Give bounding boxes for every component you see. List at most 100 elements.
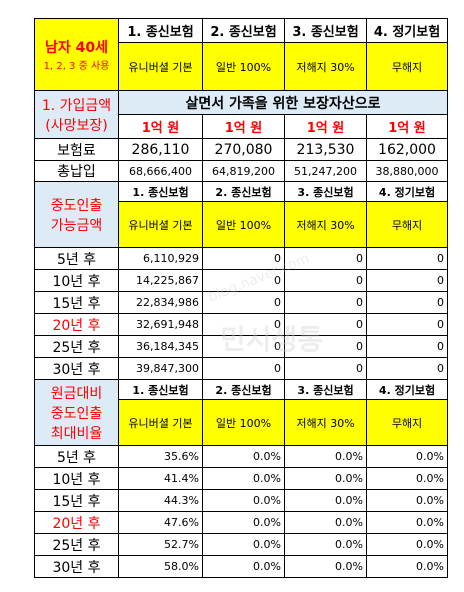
table-row: 보험료 286,110 270,080 213,530 162,000 bbox=[34, 138, 448, 161]
value: 0.0% bbox=[284, 489, 367, 512]
column-header: 3. 종신보험 bbox=[284, 18, 367, 43]
value: 0 bbox=[284, 291, 367, 314]
value: 0.0% bbox=[284, 555, 367, 578]
table-row: 20년 후 47.6% 0.0% 0.0% 0.0% bbox=[34, 511, 448, 534]
table-row: 25년 후 52.7% 0.0% 0.0% 0.0% bbox=[34, 533, 448, 556]
value: 0.0% bbox=[366, 467, 448, 490]
cell-line: 중도인출 bbox=[50, 405, 103, 422]
value: 0 bbox=[284, 313, 367, 336]
value: 0 bbox=[202, 335, 285, 358]
table-row: 5년 후 6,110,929 0 0 0 bbox=[34, 247, 448, 270]
value: 0.0% bbox=[284, 511, 367, 534]
column-header: 4. 정기보험 bbox=[366, 181, 448, 202]
value: 0 bbox=[284, 335, 367, 358]
column-header: 1. 종신보험 bbox=[118, 379, 203, 400]
type-cell: 일반 100% bbox=[202, 201, 285, 248]
row-label: 5년 후 bbox=[34, 445, 119, 468]
row-label: 15년 후 bbox=[34, 291, 119, 314]
column-header: 4. 정기보험 bbox=[366, 18, 448, 43]
value: 0 bbox=[284, 269, 367, 292]
table-row: 15년 후 44.3% 0.0% 0.0% 0.0% bbox=[34, 489, 448, 512]
value: 14,225,867 bbox=[118, 269, 203, 292]
table-row: 총납입 68,666,400 64,819,200 51,247,200 38,880,… bbox=[34, 160, 448, 182]
cell-line: 원금대비 bbox=[50, 385, 103, 402]
type-cell: 일반 100% bbox=[202, 399, 285, 446]
cell-line: 최대비율 bbox=[50, 425, 103, 442]
value: 0.0% bbox=[284, 445, 367, 468]
column-header: 3. 종신보험 bbox=[284, 379, 367, 400]
row-label: 25년 후 bbox=[34, 335, 119, 358]
value: 0 bbox=[366, 291, 448, 314]
row-label: 보험료 bbox=[34, 138, 119, 161]
value: 0.0% bbox=[366, 445, 448, 468]
value: 6,110,929 bbox=[118, 247, 203, 270]
value: 0.0% bbox=[366, 555, 448, 578]
table-row: 유니버셜 기본 일반 100% 저해지 30% 무해지 bbox=[35, 201, 448, 248]
row-label: 20년 후 bbox=[34, 511, 119, 534]
column-header: 2. 종신보험 bbox=[202, 379, 285, 400]
banner: 살면서 가족을 위한 보장자산으로 bbox=[118, 90, 448, 115]
value: 0 bbox=[366, 357, 448, 380]
value: 52.7% bbox=[118, 533, 203, 556]
row-label: 25년 후 bbox=[34, 533, 119, 556]
value: 0.0% bbox=[202, 445, 285, 468]
value: 0 bbox=[202, 269, 285, 292]
value: 0.0% bbox=[366, 533, 448, 556]
value: 68,666,400 bbox=[118, 160, 203, 182]
column-header: 1. 종신보험 bbox=[118, 181, 203, 202]
value: 0.0% bbox=[202, 467, 285, 490]
table-row: 10년 후 41.4% 0.0% 0.0% 0.0% bbox=[34, 467, 448, 490]
table-row: 10년 후 14,225,867 0 0 0 bbox=[34, 269, 448, 292]
value: 0.0% bbox=[202, 489, 285, 512]
row-label: 1. 가입금액 (사망보장) bbox=[34, 90, 119, 139]
table-row: 유니버셜 기본 일반 100% 저해지 30% 무해지 bbox=[35, 42, 448, 91]
value: 36,184,345 bbox=[118, 335, 203, 358]
value: 0 bbox=[366, 313, 448, 336]
cell-line: 중도인출 bbox=[50, 197, 103, 214]
column-header: 3. 종신보험 bbox=[284, 181, 367, 202]
row-label: 10년 후 bbox=[34, 269, 119, 292]
value: 47.6% bbox=[118, 511, 203, 534]
type-cell: 저해지 30% bbox=[284, 201, 367, 248]
amount: 1억 원 bbox=[118, 114, 203, 139]
value: 0.0% bbox=[202, 533, 285, 556]
amount: 1억 원 bbox=[284, 114, 367, 139]
type-cell: 무해지 bbox=[366, 201, 448, 248]
cell-line: 1. 가입금액 bbox=[41, 97, 112, 114]
row-label: 15년 후 bbox=[34, 489, 119, 512]
amount: 1억 원 bbox=[202, 114, 285, 139]
value: 0.0% bbox=[284, 467, 367, 490]
value: 0.0% bbox=[202, 555, 285, 578]
table-row: 20년 후 32,691,948 0 0 0 bbox=[34, 313, 448, 336]
column-header: 2. 종신보험 bbox=[202, 18, 285, 43]
row-label: 30년 후 bbox=[34, 555, 119, 578]
row-label: 30년 후 bbox=[34, 357, 119, 380]
value: 0 bbox=[202, 313, 285, 336]
table-row: 1. 가입금액 (사망보장) 살면서 가족을 위한 보장자산으로 bbox=[34, 90, 448, 139]
type-cell: 저해지 30% bbox=[284, 42, 367, 91]
amount: 1억 원 bbox=[366, 114, 448, 139]
table-row: 15년 후 22,834,986 0 0 0 bbox=[34, 291, 448, 314]
value: 0.0% bbox=[284, 533, 367, 556]
table-row: 원금대비 중도인출 최대비율 1. 종신보험 2. 종신보험 3. 종신보험 4. 정기보험 bbox=[34, 379, 448, 446]
value: 162,000 bbox=[366, 138, 448, 161]
cell-line: 가능금액 bbox=[50, 217, 103, 234]
value: 38,880,000 bbox=[366, 160, 448, 182]
column-header: 2. 종신보험 bbox=[202, 181, 285, 202]
value: 286,110 bbox=[118, 138, 203, 161]
row-label: 10년 후 bbox=[34, 467, 119, 490]
header-text: 1, 2, 3 중 사용 bbox=[43, 61, 110, 72]
value: 213,530 bbox=[284, 138, 367, 161]
table-row: 30년 후 58.0% 0.0% 0.0% 0.0% bbox=[34, 555, 448, 578]
header-text: 남자 40세 bbox=[45, 40, 108, 56]
table-row: 30년 후 39,847,300 0 0 0 bbox=[34, 357, 448, 380]
insurance-table: 남자 40세 1, 2, 3 중 사용 1. 종신보험 2. 종신보험 3. 종신보험 4… bbox=[34, 18, 448, 578]
value: 0.0% bbox=[202, 511, 285, 534]
value: 44.3% bbox=[118, 489, 203, 512]
table-row: 남자 40세 1, 2, 3 중 사용 1. 종신보험 2. 종신보험 3. 종신보험 4… bbox=[34, 18, 448, 91]
row-label: 20년 후 bbox=[34, 313, 119, 336]
row-label: 총납입 bbox=[34, 160, 119, 182]
